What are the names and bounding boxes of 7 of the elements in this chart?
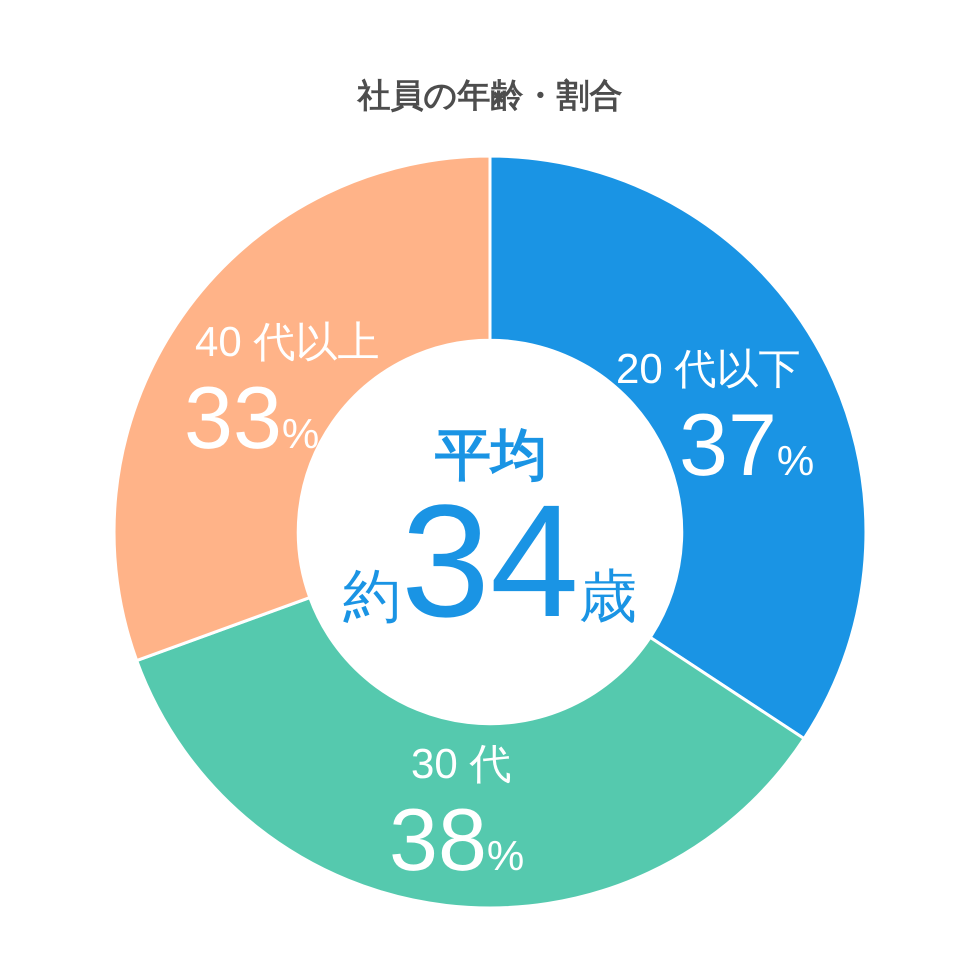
slice-label: 20 代以下 (616, 345, 800, 392)
slice-label: 40 代以上 (195, 318, 380, 365)
data-label: 33% (184, 368, 320, 467)
data-label: 37% (679, 395, 814, 494)
slice-label: 30 代 (411, 740, 512, 787)
data-label: 38% (389, 790, 524, 889)
chart-title: 社員の年齢・割合 (356, 76, 622, 114)
